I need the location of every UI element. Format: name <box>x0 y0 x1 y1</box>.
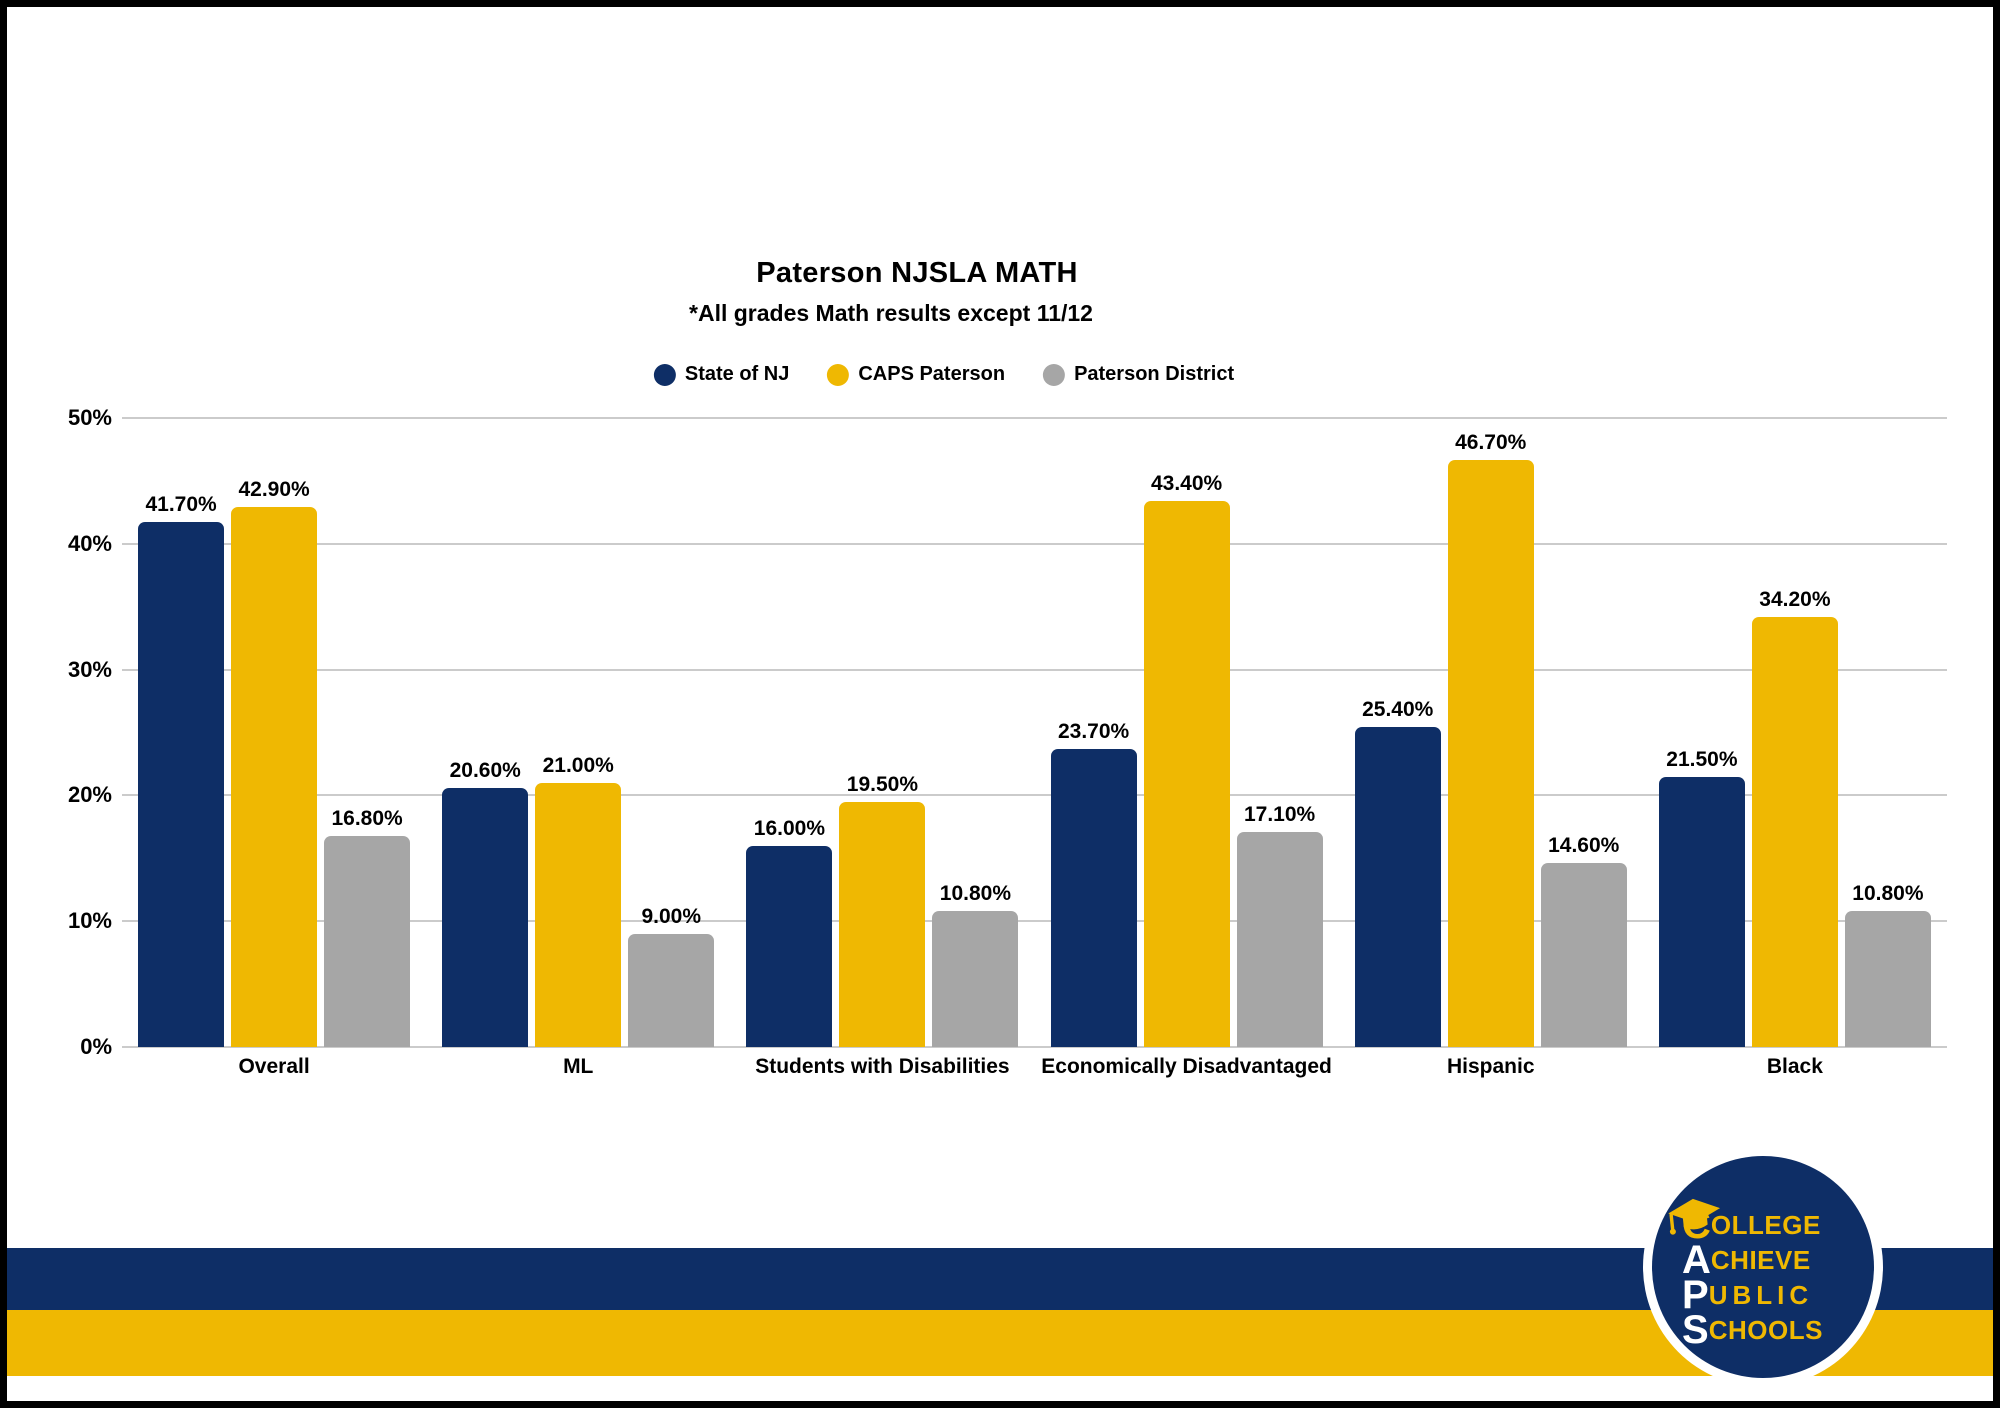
y-axis-tick: 0% <box>80 1034 112 1059</box>
legend-item-1: State of NJ <box>653 363 790 386</box>
bar-caps-paterson: 21.00% <box>535 754 622 1047</box>
bar-group-3: 16.00% 19.50% 10.80% Students with Disabili… <box>730 418 1034 1078</box>
bar-group-2: 20.60% 21.00% 9.00% ML <box>426 418 730 1078</box>
legend-item-3: Paterson District <box>1043 363 1234 386</box>
bar-paterson-district: 14.60% <box>1540 834 1627 1047</box>
category-label: Hispanic <box>1446 1055 1535 1078</box>
bar-state-of-nj: 23.70% <box>1050 720 1137 1047</box>
bar-caps-paterson: 19.50% <box>839 773 926 1047</box>
bar-paterson-district: 17.10% <box>1236 803 1323 1047</box>
bar-value-label: 25.40% <box>1362 698 1434 722</box>
legend-label: Paterson District <box>1074 363 1235 385</box>
bar-state-of-nj: 16.00% <box>746 817 833 1047</box>
gridline-50% <box>122 417 1947 419</box>
bar-paterson-district: 9.00% <box>628 905 715 1047</box>
bar-group-6: 21.50% 34.20% 10.80% Black <box>1643 418 1947 1078</box>
bar-state-of-nj: 20.60% <box>442 759 529 1047</box>
bar-caps-paterson: 46.70% <box>1447 431 1534 1047</box>
y-axis-tick: 10% <box>67 908 112 934</box>
bar-value-label: 23.70% <box>1057 719 1130 743</box>
caps-logo-text: COLLEGEACHIEVEPUBLICSCHOOLS <box>1682 1205 1874 1350</box>
logo-line-3: PUBLIC <box>1682 1275 1874 1315</box>
y-axis-tick: 30% <box>67 656 112 682</box>
legend-item-2: CAPS Paterson <box>827 363 1005 386</box>
bar-value-label: 34.20% <box>1759 587 1831 611</box>
category-label: Economically Disadvantaged <box>1041 1055 1332 1078</box>
graduation-cap-icon <box>1668 1198 1721 1235</box>
bar-value-label: 16.80% <box>331 806 403 830</box>
bar-value-label: 14.60% <box>1548 834 1620 858</box>
bar-caps-paterson: 34.20% <box>1751 588 1838 1047</box>
gridline-40% <box>122 542 1947 545</box>
category-label: ML <box>563 1055 594 1078</box>
bar-value-label: 42.90% <box>238 478 310 502</box>
bar-group-4: 23.70% 43.40% 17.10% Economically Disadvant… <box>1035 418 1339 1078</box>
bar-caps-paterson: 42.90% <box>231 478 318 1047</box>
bar-value-label: 19.50% <box>846 772 919 796</box>
plot-area: 0% 10% 20% 30% 40% 50% 41.70% 42.90% 16.80% Overa… <box>68 405 1947 1078</box>
bar-paterson-district: 10.80% <box>1844 882 1931 1047</box>
bar-state-of-nj: 41.70% <box>138 493 225 1047</box>
bar-paterson-district: 16.80% <box>324 807 411 1047</box>
gridline-30% <box>122 668 1947 671</box>
legend-dot-icon <box>1043 363 1066 386</box>
logo-line-4: SCHOOLS <box>1682 1310 1874 1350</box>
y-axis-tick: 50% <box>67 405 112 430</box>
legend-label: CAPS Paterson <box>858 363 1006 385</box>
bar-value-label: 46.70% <box>1455 430 1527 454</box>
bar-value-label: 10.80% <box>939 882 1012 906</box>
bar-value-label: 10.80% <box>1852 882 1924 906</box>
logo-rest: UBLIC <box>1708 1280 1814 1310</box>
caps-logo: COLLEGEACHIEVEPUBLICSCHOOLS <box>1652 1156 1874 1378</box>
logo-initial: S <box>1682 1308 1709 1352</box>
gridline-10% <box>122 920 1947 923</box>
logo-initial: P <box>1682 1273 1709 1317</box>
bar-value-label: 17.10% <box>1243 802 1316 826</box>
gridline-0% <box>122 1046 1947 1048</box>
legend-dot-icon <box>827 363 850 386</box>
bar-value-label: 20.60% <box>449 758 521 782</box>
gridline-20% <box>122 794 1947 797</box>
footer-gold-stripe <box>7 1310 1993 1376</box>
legend-label: State of NJ <box>684 363 790 385</box>
logo-rest: CHOOLS <box>1708 1315 1823 1345</box>
logo-line-2: ACHIEVE <box>1682 1240 1874 1280</box>
logo-rest: OLLEGE <box>1710 1210 1821 1240</box>
chart-legend: State of NJ CAPS Paterson Paterson Distric… <box>653 363 1234 386</box>
chart-title: Paterson NJSLA MATH <box>756 257 1078 289</box>
bar-value-label: 16.00% <box>753 816 826 840</box>
bar-value-label: 41.70% <box>145 493 217 517</box>
bar-paterson-district: 10.80% <box>932 882 1019 1047</box>
logo-initial: A <box>1682 1238 1711 1282</box>
y-axis-tick: 20% <box>67 782 112 808</box>
bar-group-5: 25.40% 46.70% 14.60% Hispanic <box>1339 418 1643 1078</box>
bar-state-of-nj: 21.50% <box>1658 748 1745 1047</box>
bar-group-1: 41.70% 42.90% 16.80% Overall <box>122 418 426 1078</box>
bar-state-of-nj: 25.40% <box>1354 698 1441 1047</box>
legend-dot-icon <box>653 363 676 386</box>
category-label: Overall <box>238 1055 310 1078</box>
bar-value-label: 9.00% <box>641 904 702 928</box>
bar-caps-paterson: 43.40% <box>1143 472 1230 1047</box>
logo-rest: CHIEVE <box>1710 1245 1811 1275</box>
y-axis-tick: 40% <box>67 530 112 556</box>
bar-value-label: 43.40% <box>1150 472 1223 496</box>
chart-subtitle: *All grades Math results except 11/12 <box>689 300 1093 326</box>
bar-value-label: 21.00% <box>542 753 614 777</box>
category-label: Black <box>1766 1055 1823 1078</box>
category-label: Students with Disabilities <box>755 1055 1010 1078</box>
bar-value-label: 21.50% <box>1666 747 1738 771</box>
